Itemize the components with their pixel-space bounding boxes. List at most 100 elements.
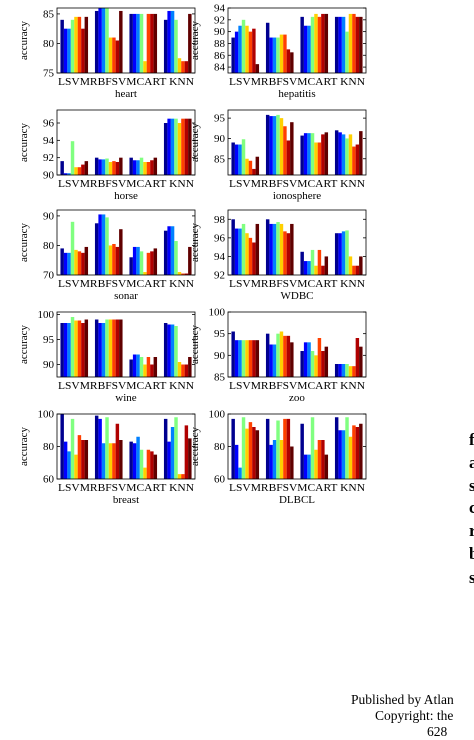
side-text-letter: s <box>469 476 474 495</box>
bar <box>317 249 322 275</box>
bar <box>139 357 144 377</box>
bar <box>345 31 349 73</box>
bar <box>321 440 325 479</box>
bar <box>241 19 246 73</box>
x-category-labels: LSVMRBFSVMCART KNN <box>229 278 365 290</box>
bar <box>348 134 353 175</box>
bar <box>355 144 360 175</box>
bar <box>348 13 353 73</box>
y-tick-label: 95 <box>214 113 226 125</box>
y-tick-label: 88 <box>214 38 226 50</box>
bars <box>60 414 192 479</box>
bar <box>283 418 287 479</box>
bar <box>338 16 342 73</box>
bar <box>105 8 109 73</box>
bar <box>163 19 168 73</box>
bars <box>231 219 363 275</box>
bar <box>310 351 315 377</box>
bar <box>74 167 78 175</box>
bar <box>290 446 294 479</box>
bar <box>252 28 256 73</box>
bar <box>307 25 311 73</box>
bar <box>348 366 353 377</box>
y-tick-label: 90 <box>43 210 55 222</box>
bar <box>112 319 116 377</box>
bar <box>167 324 171 377</box>
bar <box>265 219 270 275</box>
bar <box>238 25 242 73</box>
bar <box>153 454 158 479</box>
bar <box>317 142 322 175</box>
bar <box>84 161 89 175</box>
bar <box>352 13 356 73</box>
y-tick-label: 85 <box>214 153 226 165</box>
bar <box>238 228 242 275</box>
bar <box>119 319 123 377</box>
y-tick-label: 80 <box>214 441 226 453</box>
chart-title: horse <box>114 190 138 202</box>
bar <box>153 248 158 275</box>
bar <box>290 122 294 175</box>
bar <box>317 338 322 377</box>
bar <box>67 323 71 377</box>
bar <box>170 10 175 73</box>
bar <box>334 417 339 479</box>
y-axis-label: accuracy <box>189 122 201 162</box>
bar <box>181 273 185 275</box>
bar <box>112 443 116 479</box>
bar <box>177 123 182 175</box>
bar <box>146 162 151 175</box>
bar <box>245 158 249 175</box>
bar <box>255 223 260 275</box>
bar <box>177 362 182 377</box>
y-tick-label: 92 <box>43 152 54 164</box>
bar <box>290 52 294 73</box>
bar <box>310 417 315 479</box>
bar <box>94 415 99 479</box>
bar <box>279 34 284 73</box>
bar <box>150 451 154 479</box>
bar <box>153 13 158 73</box>
bar <box>115 319 120 377</box>
bar <box>163 418 168 479</box>
bar <box>108 162 113 175</box>
y-tick-label: 100 <box>38 409 55 421</box>
bar <box>265 114 270 175</box>
bar <box>310 133 315 175</box>
y-tick-label: 100 <box>38 309 55 321</box>
bar <box>269 344 273 377</box>
bar <box>345 364 349 377</box>
bar <box>101 8 106 73</box>
bar <box>77 16 82 73</box>
bar <box>108 245 113 275</box>
bar <box>81 28 85 73</box>
bar <box>252 340 256 377</box>
bar <box>60 161 64 175</box>
bar <box>150 251 154 275</box>
bar <box>279 118 284 175</box>
bar <box>234 144 239 175</box>
bar <box>67 451 71 479</box>
bar <box>132 160 137 175</box>
bar <box>98 323 102 377</box>
bar <box>359 16 363 73</box>
bar <box>139 13 144 73</box>
bar <box>355 338 360 377</box>
bar <box>112 243 116 275</box>
chart-title: breast <box>113 494 139 506</box>
y-tick-label: 90 <box>214 26 226 38</box>
bar <box>241 223 246 275</box>
bar <box>129 359 133 377</box>
bar <box>174 326 178 377</box>
x-category-labels: LSVMRBFSVMCART KNN <box>58 76 194 88</box>
bar <box>98 159 102 175</box>
bar <box>241 417 246 479</box>
bar <box>348 436 353 479</box>
bar <box>252 427 256 479</box>
bar <box>101 214 106 275</box>
